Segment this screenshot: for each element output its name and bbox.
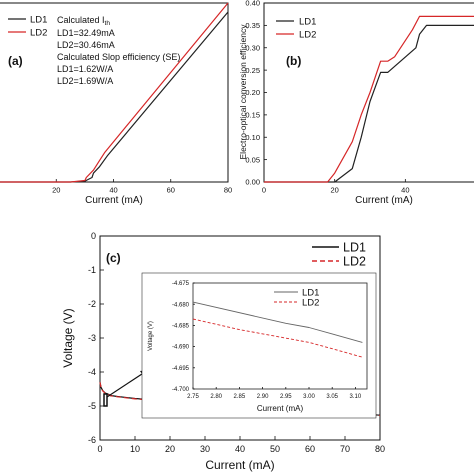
panel-a-annotations: Calculated Ith LD1=32.49mA LD2=30.46mA C… <box>57 15 180 86</box>
panel-b-ytick-label: 0.30 <box>245 43 260 52</box>
panel-c-label: (c) <box>106 251 121 265</box>
inset-xlabel: Current (mA) <box>257 404 304 413</box>
inset-legend: LD1 LD2 <box>274 288 319 309</box>
inset-axes-frame <box>192 282 368 390</box>
inset-plot: 2.75 2.80 2.85 2.90 2.95 3.00 3.05 3.10 -4.675 -4… <box>141 272 377 419</box>
panel-c-inset-ytick-label: -4.700 <box>172 387 190 393</box>
panel-a-label: (a) <box>8 54 23 68</box>
inset-ylabel: Voltage (V) <box>148 321 154 351</box>
panel-b-ytick-label: 0.10 <box>245 133 260 142</box>
panel-b-ylabel: Electro-optical conversion efficiency <box>238 24 248 160</box>
legend-a-ld2-label: LD2 <box>30 28 47 39</box>
series-b-ld2-line <box>264 15 474 183</box>
panel-c-inset-xtick-label: 2.95 <box>280 394 292 400</box>
panel-c-inset-ytick-label: -4.695 <box>172 366 190 372</box>
panel-a-xtick-label: 60 <box>167 186 175 195</box>
panel-c-ytick-label: -2 <box>88 299 96 309</box>
panel-a-xtick-label: 40 <box>109 186 117 195</box>
panel-c-xtick-label: 70 <box>340 444 350 454</box>
series-a-ld2-line <box>0 2 229 183</box>
annotation-ld2-threshold: LD2=30.46mA <box>57 40 115 50</box>
panel-c-xlabel: Current (mA) <box>205 458 274 472</box>
zoom-region-marker <box>103 393 108 407</box>
panel-b-ytick-label: 0.20 <box>245 88 260 97</box>
panel-c: 0 10 20 30 40 50 60 70 80 0 -1 -2 -3 -4 -5 -6 (c) Curre… <box>61 231 385 472</box>
series-c-inset-ld1-line <box>192 301 363 343</box>
panel-c-xtick-label: 80 <box>375 444 385 454</box>
panel-a-xtick-label: 20 <box>52 186 60 195</box>
panel-c-xtick-label: 0 <box>97 444 102 454</box>
panel-c-ytick-label: 0 <box>91 231 96 241</box>
panel-c-xtick-label: 20 <box>165 444 175 454</box>
annotation-se-title: Calculated Slop efficiency (SE) <box>57 52 180 62</box>
panel-c-xtick-label: 10 <box>130 444 140 454</box>
legend-b-ld2-label: LD2 <box>299 30 316 41</box>
annotation-ld1-se: LD1=1.62W/A <box>57 64 113 74</box>
annotation-threshold-title: Calculated Ith <box>57 15 110 27</box>
legend-a-ld1-label: LD1 <box>30 15 47 26</box>
panel-a-xtick-label: 80 <box>224 186 232 195</box>
panel-c-xtick-label: 50 <box>270 444 280 454</box>
panel-b-xlabel: Current (mA) <box>355 195 413 206</box>
series-b-ld1-line <box>264 24 474 183</box>
panel-c-inset-xtick-label: 2.80 <box>210 394 222 400</box>
panel-b-ytick-label: 0.35 <box>245 21 260 30</box>
legend-c-ld2-label: LD2 <box>343 255 366 269</box>
legend-inset-ld1-label: LD1 <box>302 288 319 299</box>
panel-c-inset-ytick-label: -4.690 <box>172 345 190 351</box>
panel-c-inset-xtick-label: 2.90 <box>257 394 269 400</box>
panel-c-ytick-label: -5 <box>88 401 96 411</box>
panel-c-inset-xtick-label: 3.10 <box>350 394 362 400</box>
panel-c-inset-xtick-label: 3.00 <box>303 394 315 400</box>
panel-b-ytick-label: 0.25 <box>245 66 260 75</box>
panel-c-inset-ytick-label: -4.685 <box>172 324 190 330</box>
panel-a: 20 40 60 80 (a) Current (mA) LD1 LD2 Calcul… <box>0 2 232 206</box>
annotation-ld2-se: LD2=1.69W/A <box>57 76 113 86</box>
panel-a-xlabel: Current (mA) <box>85 195 143 206</box>
series-c-ld2-line <box>99 382 381 417</box>
panel-c-inset-xtick-label: 2.75 <box>187 394 199 400</box>
panel-b-xtick-label: 20 <box>330 186 338 195</box>
panel-b-frame <box>263 2 474 183</box>
panel-c-ytick-label: -1 <box>88 265 96 275</box>
panel-b-ytick-label: 0.05 <box>245 155 260 164</box>
panel-b-ytick-label: 0.15 <box>245 111 260 120</box>
legend-inset-ld2-label: LD2 <box>302 298 319 309</box>
panel-c-inset-ytick-label: -4.680 <box>172 302 190 308</box>
zoom-arrow-shaft <box>106 371 146 398</box>
panel-b-xtick-label: 0 <box>262 186 266 195</box>
legend-b-ld1-label: LD1 <box>299 17 316 28</box>
annotation-ld1-threshold: LD1=32.49mA <box>57 28 115 38</box>
panel-b-xtick-label: 40 <box>401 186 409 195</box>
panel-c-xtick-label: 60 <box>305 444 315 454</box>
panel-c-ylabel: Voltage (V) <box>61 308 75 367</box>
panel-b-ytick-label: 0.00 <box>245 178 260 187</box>
panel-c-xtick-label: 40 <box>235 444 245 454</box>
panel-c-ytick-label: -4 <box>88 367 96 377</box>
panel-c-inset-ytick-label: -4.675 <box>172 281 190 287</box>
panel-c-inset-xtick-label: 3.05 <box>326 394 338 400</box>
panel-c-inset-xtick-label: 2.85 <box>234 394 246 400</box>
panel-c-legend: LD1 LD2 <box>312 241 366 269</box>
legend-c-ld1-label: LD1 <box>343 241 366 255</box>
panel-b-legend: LD1 LD2 <box>276 17 316 41</box>
panel-c-ytick-label: -6 <box>88 435 96 445</box>
series-c-inset-ld2-line <box>192 318 363 358</box>
panel-a-legend: LD1 LD2 <box>8 15 47 39</box>
panel-c-ytick-label: -3 <box>88 333 96 343</box>
panel-c-xtick-label: 30 <box>200 444 210 454</box>
panel-b-label: (b) <box>286 54 301 68</box>
panel-b-ytick-label: 0.40 <box>245 0 260 8</box>
inset-background <box>141 272 377 419</box>
panel-b: 0 20 40 0.00 0.05 0.10 0.15 0.20 0.25 0.30 0.35 0.4… <box>238 0 474 206</box>
